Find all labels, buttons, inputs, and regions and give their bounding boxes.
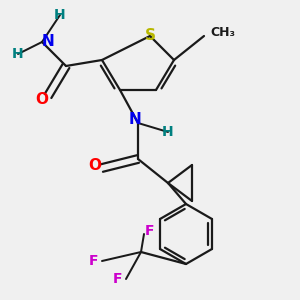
Text: H: H xyxy=(54,8,66,22)
Text: S: S xyxy=(145,28,155,44)
Text: H: H xyxy=(12,47,24,61)
Text: CH₃: CH₃ xyxy=(210,26,235,40)
Text: F: F xyxy=(145,224,155,238)
Text: N: N xyxy=(42,34,54,50)
Text: O: O xyxy=(88,158,101,172)
Text: F: F xyxy=(112,272,122,286)
Text: F: F xyxy=(88,254,98,268)
Text: H: H xyxy=(162,125,174,139)
Text: N: N xyxy=(129,112,141,128)
Text: O: O xyxy=(35,92,49,106)
